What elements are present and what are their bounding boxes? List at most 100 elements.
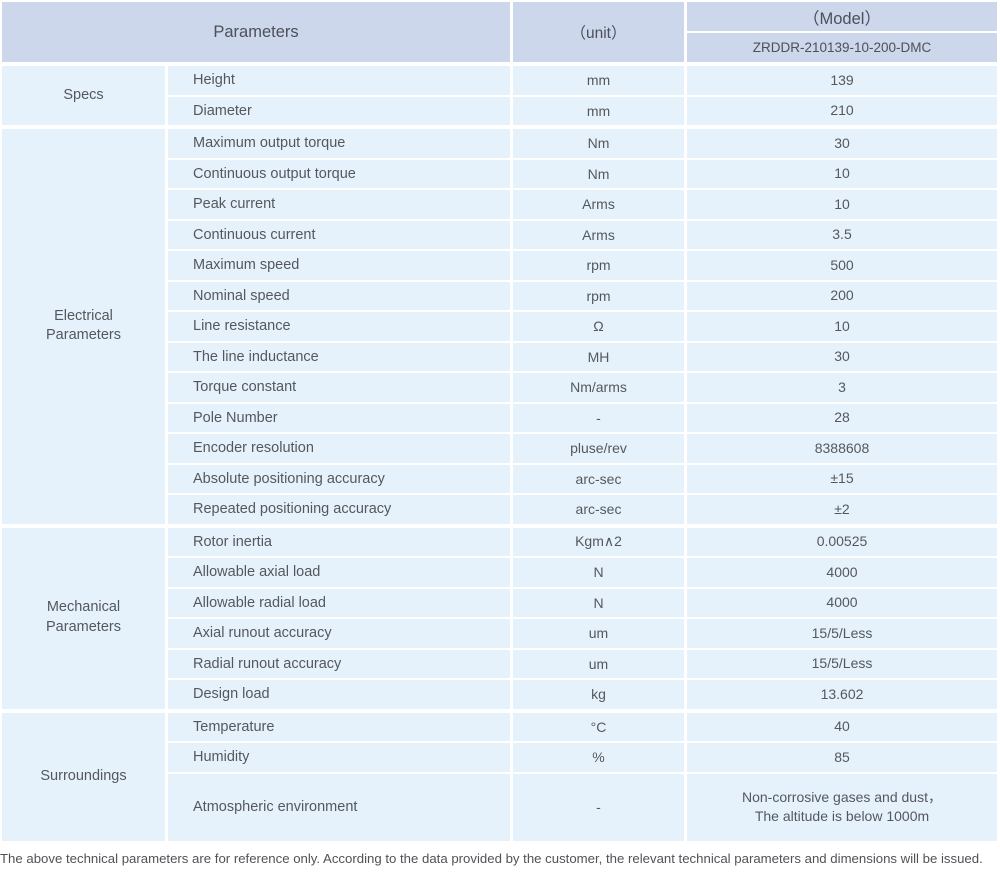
parameter-cell: Continuous output torque [168,159,510,188]
table-header: Parameters （unit） （Model） ZRDDR-210139-1… [2,2,997,62]
unit-cell: - [513,403,684,432]
table-row: Allowable radial load N 4000 [168,588,997,617]
value-cell: 0.00525 [687,527,997,556]
table-row: Atmospheric environment - Non-corrosive ga… [168,773,997,841]
table-row: Torque constant Nm/arms 3 [168,373,997,402]
row-group: Specs Height mm 139 Diameter mm 210 [2,66,997,125]
parameter-cell: Diameter [168,96,510,125]
value-cell: 4000 [687,558,997,587]
model-header-column: （Model） ZRDDR-210139-10-200-DMC [687,2,997,62]
unit-cell: Nm/arms [513,373,684,402]
parameter-cell: Atmospheric environment [168,773,510,841]
value-cell: 500 [687,251,997,280]
unit-cell: Ω [513,312,684,341]
parameter-cell: Maximum speed [168,251,510,280]
parameter-cell: Allowable axial load [168,558,510,587]
table-row: Allowable axial load N 4000 [168,558,997,587]
unit-cell: mm [513,96,684,125]
parameter-cell: Temperature [168,712,510,741]
value-cell: 3 [687,373,997,402]
table-row: Encoder resolution pluse/rev 8388608 [168,434,997,463]
parameter-cell: Continuous current [168,220,510,249]
parameter-cell: Encoder resolution [168,434,510,463]
value-cell: 30 [687,129,997,158]
unit-cell: MH [513,342,684,371]
table-row: The line inductance MH 30 [168,342,997,371]
parameter-cell: Line resistance [168,312,510,341]
value-cell: 30 [687,342,997,371]
table-row: Pole Number -28 [168,403,997,432]
unit-cell: kg [513,680,684,709]
value-cell: 15/5/Less [687,649,997,678]
value-cell: 85 [687,743,997,772]
parameter-cell: Torque constant [168,373,510,402]
group-rows: Rotor inertia Kgm∧2 0.00525 Allowable axial… [168,527,997,709]
unit-cell: rpm [513,281,684,310]
row-group: Electrical Parameters Maximum output torq… [2,129,997,524]
parameter-cell: The line inductance [168,342,510,371]
parameter-cell: Peak current [168,190,510,219]
table-row: Humidity% 85 [168,743,997,772]
unit-cell: pluse/rev [513,434,684,463]
parameter-cell: Absolute positioning accuracy [168,464,510,493]
unit-cell: °C [513,712,684,741]
group-rows: Height mm 139 Diameter mm 210 [168,66,997,125]
table-row: Radial runout accuracy um 15/5/Less [168,649,997,678]
table-row: Diameter mm 210 [168,96,997,125]
parameter-cell: Maximum output torque [168,129,510,158]
table-row: Design load kg 13.602 [168,680,997,709]
value-cell: 10 [687,159,997,188]
value-cell: 10 [687,190,997,219]
row-group: Surroundings Temperature °C 40 Humidity% 85 At… [2,712,997,841]
table-row: Continuous output torque Nm 10 [168,159,997,188]
parameter-cell: Height [168,66,510,95]
value-cell: ±2 [687,495,997,524]
table-row: Nominal speed rpm 200 [168,281,997,310]
row-group: Mechanical Parameters Rotor inertia Kgm∧2 0… [2,527,997,709]
value-cell: 28 [687,403,997,432]
value-cell: 15/5/Less [687,619,997,648]
model-number: ZRDDR-210139-10-200-DMC [687,33,997,62]
table-row: Height mm 139 [168,66,997,95]
value-cell: 4000 [687,588,997,617]
parameter-cell: Axial runout accuracy [168,619,510,648]
value-cell: ±15 [687,464,997,493]
unit-cell: Nm [513,129,684,158]
value-cell: 3.5 [687,220,997,249]
table-row: Temperature °C 40 [168,712,997,741]
unit-cell: Arms [513,220,684,249]
unit-cell: mm [513,66,684,95]
footer-note: The above technical parameters are for r… [0,851,983,866]
parameter-cell: Humidity [168,743,510,772]
table-row: Absolute positioning accuracy arc-sec ±15 [168,464,997,493]
unit-cell: Nm [513,159,684,188]
group-label: Specs [2,66,165,125]
unit-header: （unit） [513,2,684,62]
table-row: Maximum speed rpm 500 [168,251,997,280]
group-label: Mechanical Parameters [2,527,165,709]
value-cell: 210 [687,96,997,125]
value-cell: 200 [687,281,997,310]
value-cell: 139 [687,66,997,95]
unit-cell: um [513,619,684,648]
parameter-cell: Rotor inertia [168,527,510,556]
value-cell: 8388608 [687,434,997,463]
group-label: Electrical Parameters [2,129,165,524]
table-row: Repeated positioning accuracy arc-sec ±2 [168,495,997,524]
parameter-cell: Nominal speed [168,281,510,310]
table-row: Maximum output torque Nm 30 [168,129,997,158]
value-cell: 10 [687,312,997,341]
group-rows: Temperature °C 40 Humidity% 85 Atmospheric en… [168,712,997,841]
value-cell: 13.602 [687,680,997,709]
parameters-header: Parameters [2,2,510,62]
unit-cell: N [513,558,684,587]
unit-cell: rpm [513,251,684,280]
value-cell: 40 [687,712,997,741]
group-label: Surroundings [2,712,165,841]
parameter-cell: Repeated positioning accuracy [168,495,510,524]
parameter-cell: Design load [168,680,510,709]
parameter-cell: Pole Number [168,403,510,432]
model-header: （Model） [687,2,997,31]
unit-cell: arc-sec [513,495,684,524]
parameter-cell: Radial runout accuracy [168,649,510,678]
